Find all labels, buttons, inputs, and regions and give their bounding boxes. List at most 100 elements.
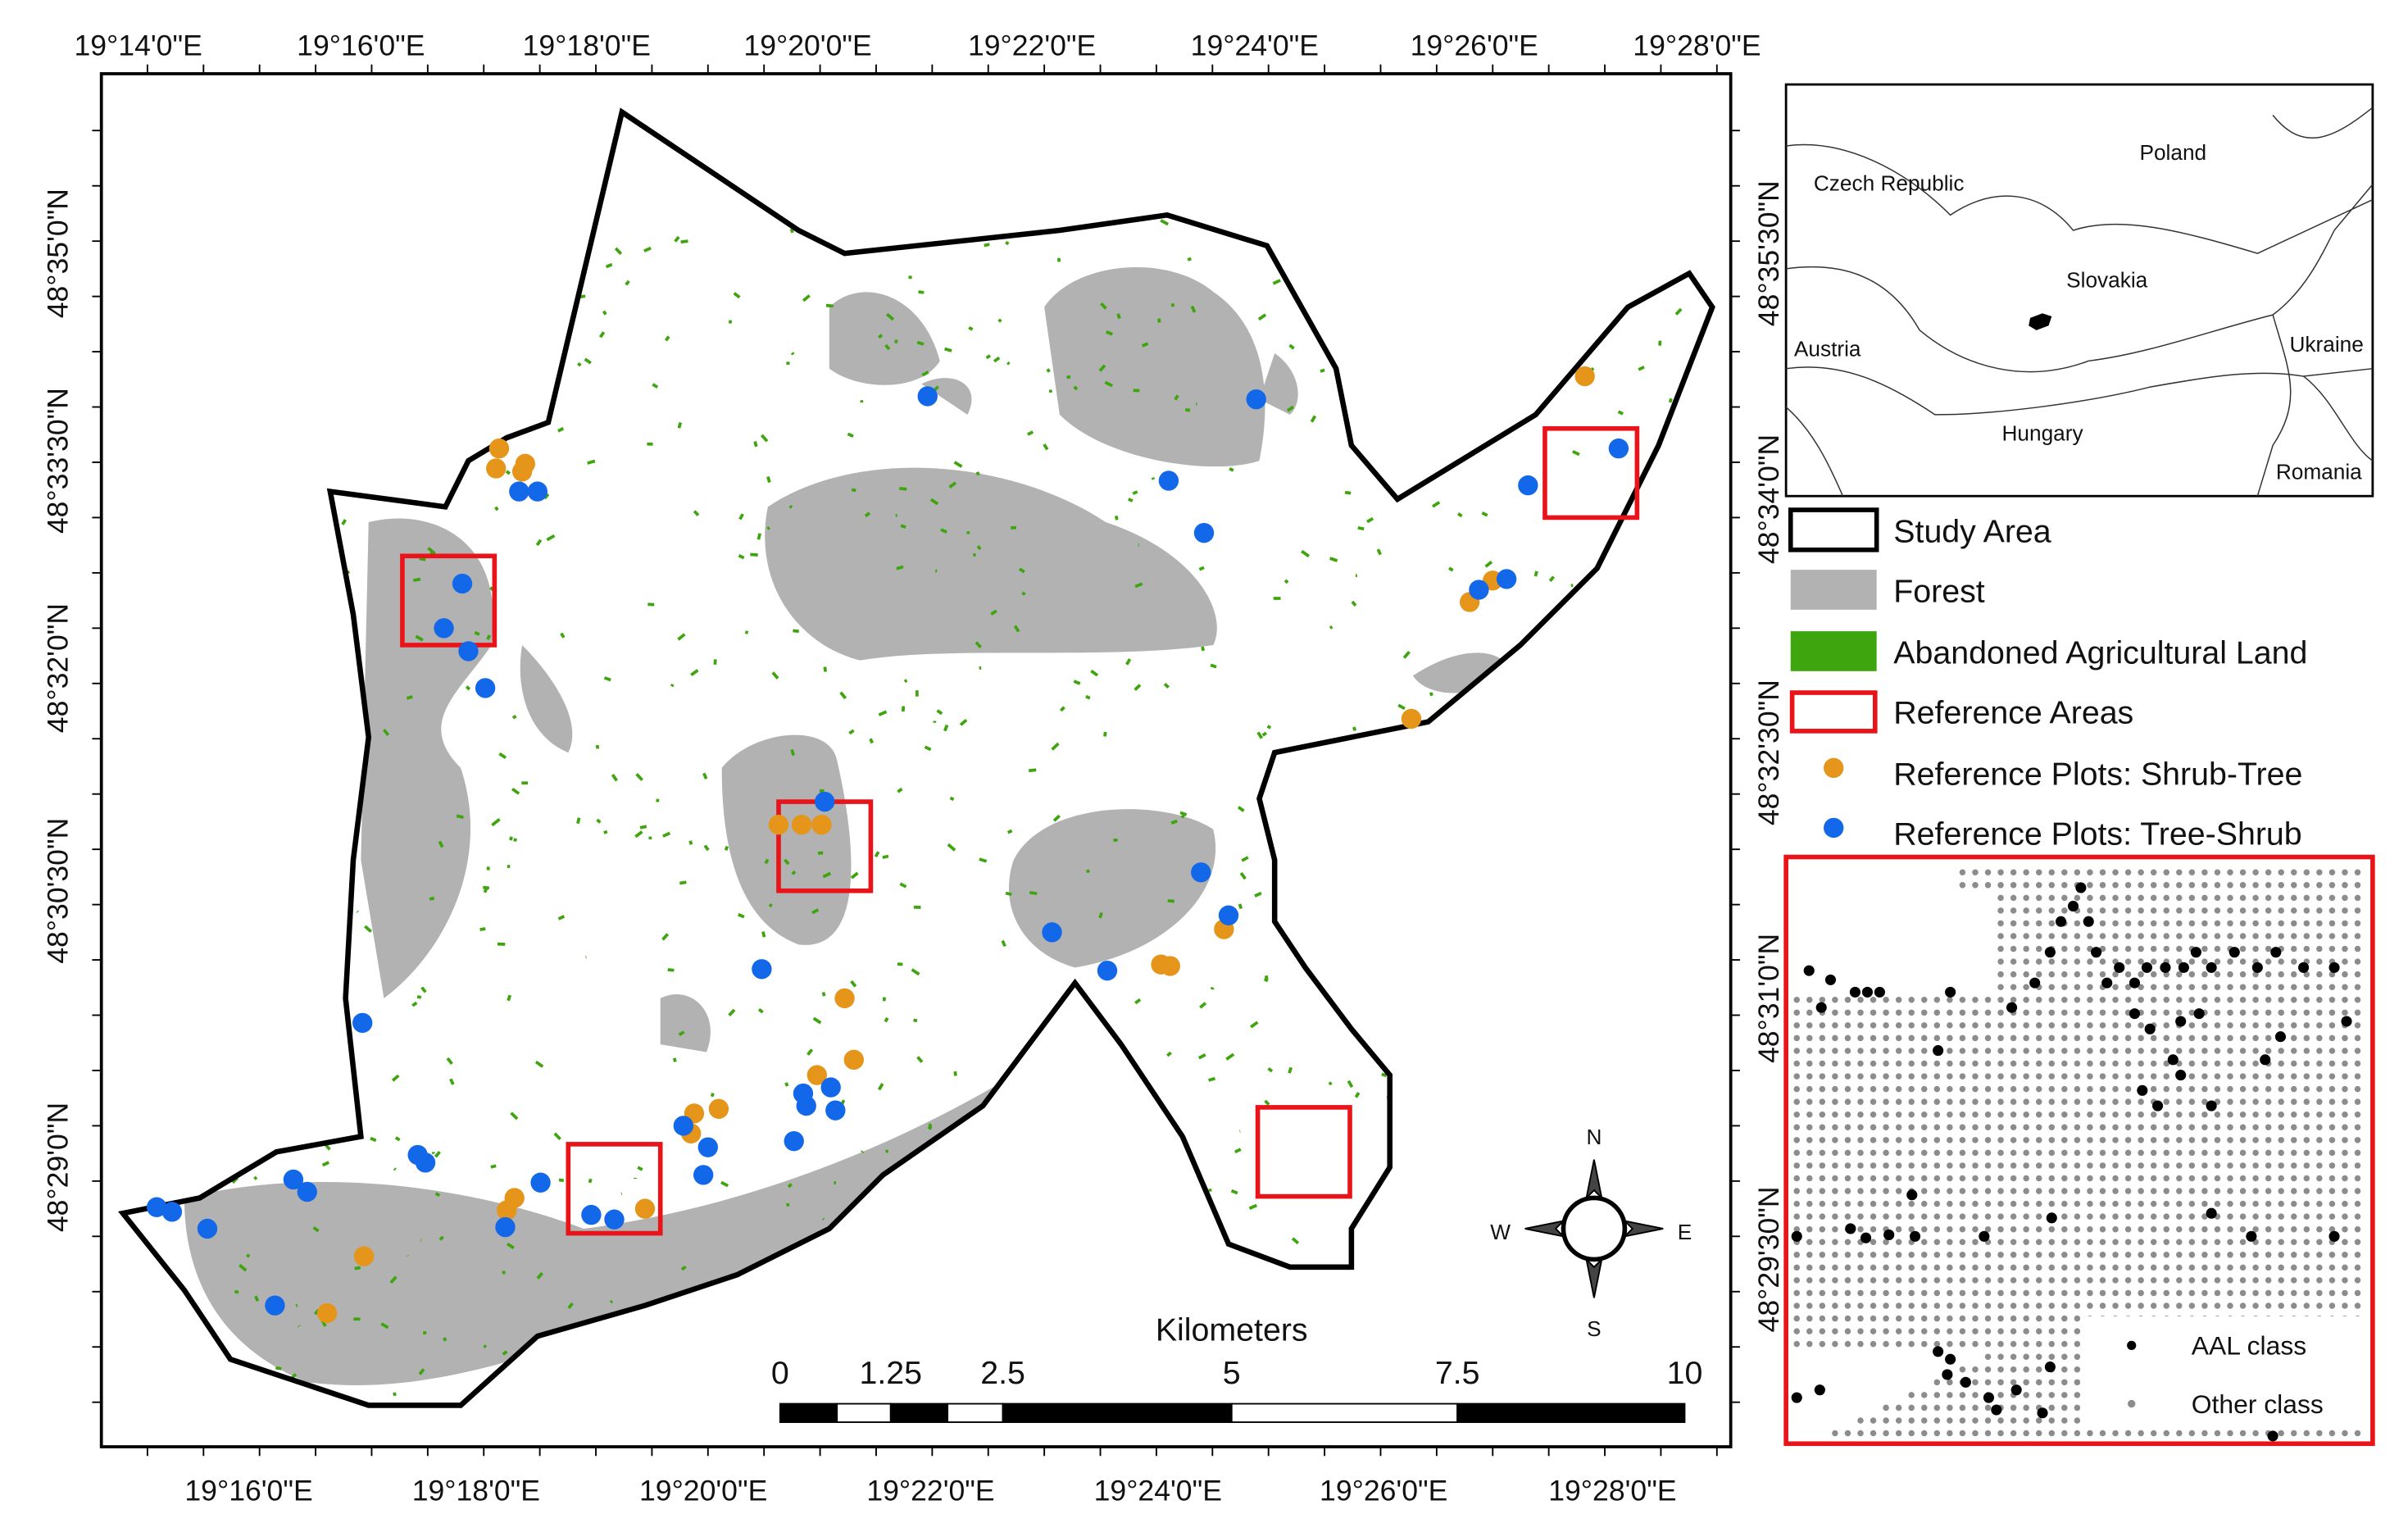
other-class-dot — [2252, 1137, 2259, 1143]
other-class-dot — [2112, 1175, 2119, 1182]
other-class-dot — [1870, 1034, 1877, 1042]
tree-shrub-plot — [581, 1204, 602, 1225]
other-class-dot — [1959, 1048, 1966, 1054]
other-class-dot — [2316, 984, 2323, 990]
other-class-dot — [2035, 958, 2042, 965]
other-class-dot — [2035, 1353, 2042, 1360]
other-class-dot — [1972, 1060, 1979, 1067]
other-class-dot — [1947, 1289, 1953, 1297]
other-class-dot — [2010, 1175, 2017, 1182]
other-class-dot — [1908, 1417, 1915, 1424]
other-class-dot — [1895, 1417, 1902, 1424]
tree-shrub-plot — [297, 1181, 317, 1202]
other-class-dot — [2201, 920, 2208, 927]
other-class-dot — [2061, 1175, 2068, 1182]
other-class-dot — [1933, 1340, 1941, 1348]
other-class-dot — [2010, 933, 2017, 939]
aal-class-dot — [2206, 1100, 2217, 1111]
other-class-dot — [2150, 971, 2157, 978]
other-class-dot — [2112, 1111, 2119, 1118]
other-class-dot — [2176, 1289, 2183, 1297]
other-class-dot — [1908, 1392, 1915, 1398]
scale-label: 7.5 — [1435, 1355, 1480, 1391]
other-class-dot — [1895, 1060, 1902, 1067]
other-class-dot — [2265, 1277, 2272, 1284]
aal-class-dot — [2044, 947, 2056, 958]
legend-label: Abandoned Agricultural Land — [1893, 634, 2307, 671]
other-class-dot — [2239, 907, 2247, 914]
other-class-dot — [2124, 1277, 2132, 1284]
other-class-dot — [2061, 958, 2068, 965]
other-class-dot — [2316, 1289, 2323, 1297]
aal-class-dot — [2160, 961, 2171, 973]
other-class-dot — [1806, 1277, 1813, 1284]
other-class-dot — [1997, 1188, 2004, 1194]
other-class-dot — [1870, 1417, 1877, 1424]
other-class-dot — [1857, 1098, 1864, 1105]
other-class-dot — [2291, 984, 2297, 990]
other-class-dot — [2252, 869, 2259, 875]
other-class-dot — [2074, 1085, 2081, 1093]
other-class-dot — [2291, 920, 2297, 927]
other-class-dot — [1959, 1417, 1966, 1424]
other-class-dot — [1883, 1302, 1889, 1309]
other-class-dot — [2010, 1264, 2017, 1271]
other-class-dot — [2252, 882, 2259, 889]
other-class-dot — [1997, 1340, 2004, 1348]
aal-class-dot — [1803, 965, 1815, 976]
other-class-dot — [2112, 1137, 2119, 1143]
other-class-dot — [2150, 1289, 2157, 1297]
other-class-dot — [1908, 1225, 1915, 1233]
other-class-dot — [2061, 894, 2068, 902]
scale-label: 10 — [1667, 1355, 1703, 1391]
other-class-dot — [2291, 1188, 2297, 1194]
other-class-dot — [1895, 1328, 1902, 1334]
other-class-dot — [1870, 1225, 1877, 1233]
other-class-dot — [2150, 1034, 2157, 1042]
other-class-dot — [2138, 1239, 2144, 1245]
other-class-dot — [2163, 1252, 2169, 1258]
other-class-dot — [2035, 1430, 2042, 1437]
other-class-dot — [2214, 1085, 2221, 1093]
other-class-dot — [2328, 1252, 2336, 1258]
other-class-dot — [2074, 997, 2081, 1003]
other-class-dot — [2342, 1264, 2348, 1271]
other-class-dot — [1832, 1225, 1838, 1233]
other-class-dot — [1857, 1162, 1864, 1169]
other-class-dot — [1819, 1315, 1826, 1322]
other-class-dot — [2354, 1149, 2361, 1157]
other-class-dot — [2291, 907, 2297, 914]
other-class-dot — [2303, 1200, 2310, 1207]
other-class-dot — [1870, 1137, 1877, 1143]
other-class-dot — [1921, 1124, 1928, 1131]
other-class-dot — [2061, 1048, 2068, 1054]
other-class-dot — [2124, 1085, 2132, 1093]
other-class-dot — [2201, 945, 2208, 952]
other-class-dot — [1857, 1225, 1864, 1233]
other-class-dot — [2035, 1264, 2042, 1271]
other-class-dot — [2227, 1137, 2233, 1143]
other-class-dot — [2316, 894, 2323, 902]
other-class-dot — [1997, 1252, 2004, 1258]
other-class-dot — [2138, 907, 2144, 914]
other-class-dot — [2061, 1162, 2068, 1169]
shrub-tree-plot — [1574, 366, 1595, 387]
other-class-dot — [2328, 882, 2336, 889]
other-class-dot — [2316, 869, 2323, 875]
other-class-dot — [1793, 1264, 1800, 1271]
other-class-dot — [2278, 1111, 2284, 1118]
other-class-dot — [2048, 1188, 2056, 1194]
other-class-dot — [1947, 1200, 1953, 1207]
other-class-dot — [1972, 1277, 1979, 1284]
other-class-dot — [2176, 1149, 2183, 1157]
other-class-dot — [2112, 1162, 2119, 1169]
other-class-dot — [2201, 1239, 2208, 1245]
other-class-dot — [1972, 1328, 1979, 1334]
other-class-dot — [1972, 1009, 1979, 1016]
other-class-dot — [2035, 1034, 2042, 1042]
other-class-dot — [1819, 1073, 1826, 1080]
other-class-dot — [2188, 1124, 2196, 1131]
other-class-dot — [1806, 1264, 1813, 1271]
other-class-dot — [1793, 1252, 1800, 1258]
other-class-dot — [2150, 1009, 2157, 1016]
